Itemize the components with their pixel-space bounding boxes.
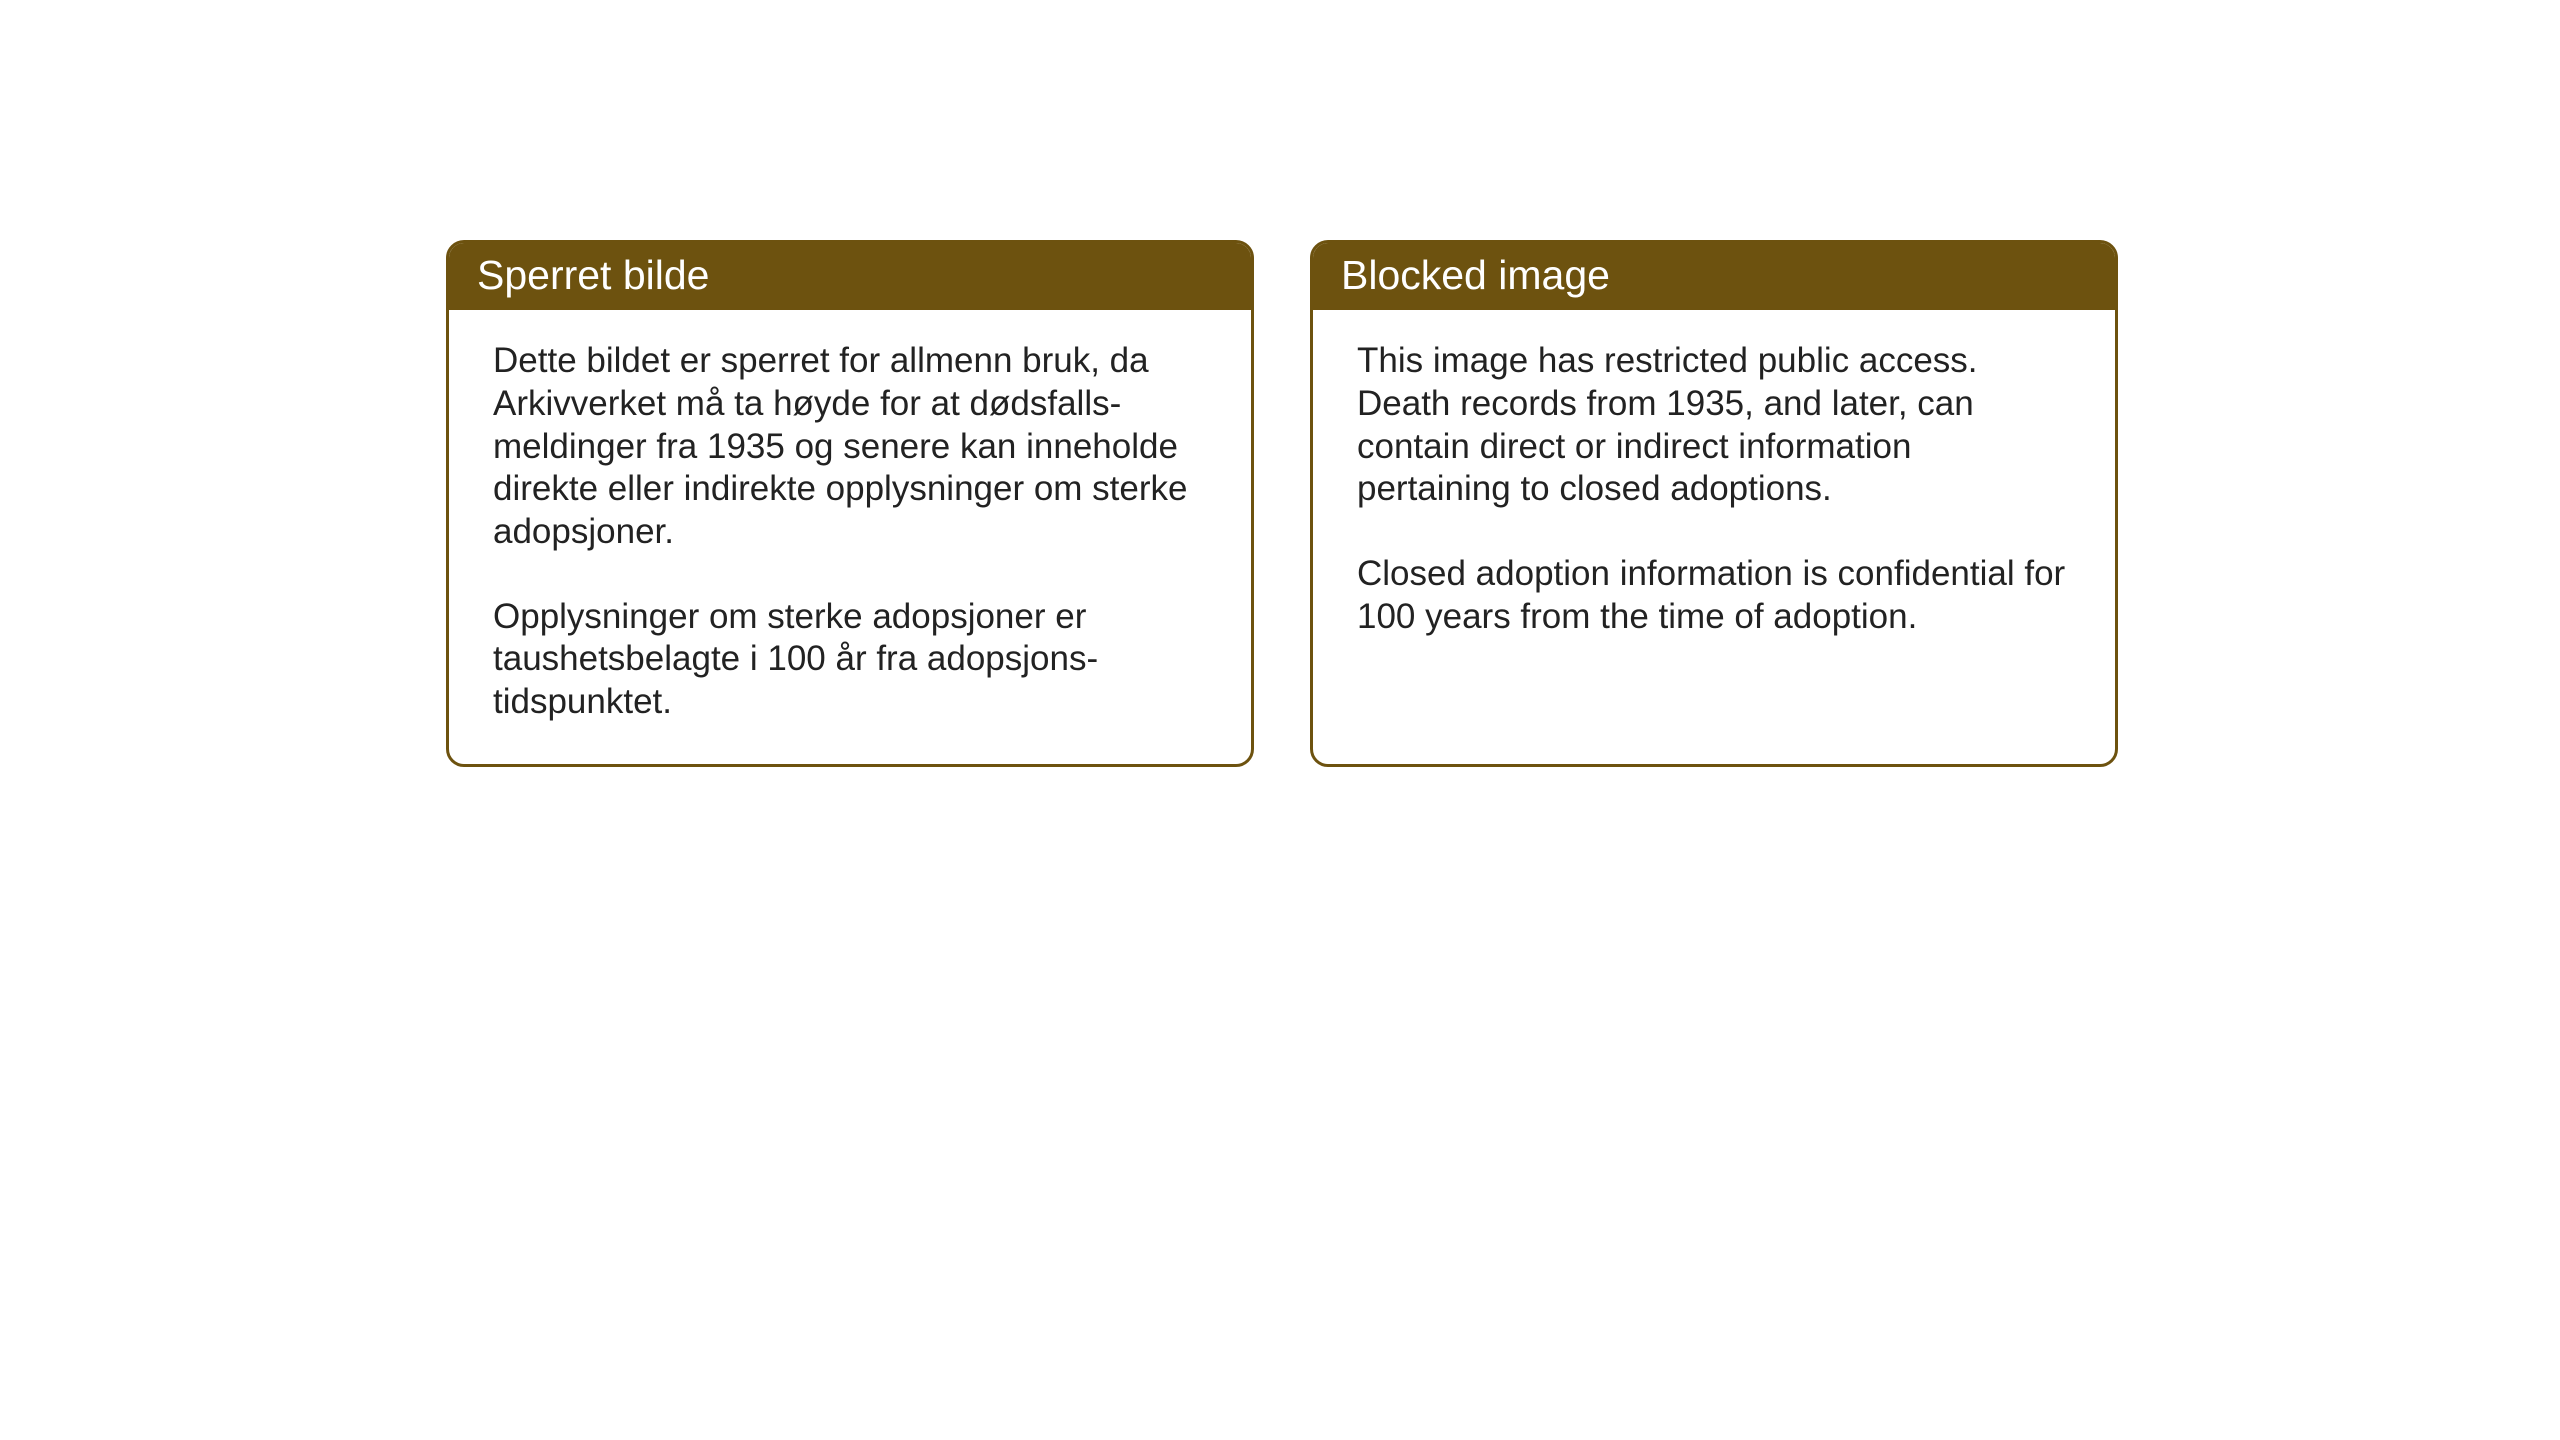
notice-paragraph: Opplysninger om sterke adopsjoner er tau…	[493, 596, 1207, 724]
notice-title-english: Blocked image	[1313, 243, 2115, 310]
notice-paragraph: Dette bildet er sperret for allmenn bruk…	[493, 340, 1207, 553]
notice-title-norwegian: Sperret bilde	[449, 243, 1251, 310]
notice-paragraph: Closed adoption information is confident…	[1357, 553, 2071, 638]
notice-body-norwegian: Dette bildet er sperret for allmenn bruk…	[449, 310, 1251, 764]
notice-container: Sperret bilde Dette bildet er sperret fo…	[446, 240, 2118, 767]
notice-card-norwegian: Sperret bilde Dette bildet er sperret fo…	[446, 240, 1254, 767]
notice-card-english: Blocked image This image has restricted …	[1310, 240, 2118, 767]
notice-paragraph: This image has restricted public access.…	[1357, 340, 2071, 511]
notice-body-english: This image has restricted public access.…	[1313, 310, 2115, 750]
